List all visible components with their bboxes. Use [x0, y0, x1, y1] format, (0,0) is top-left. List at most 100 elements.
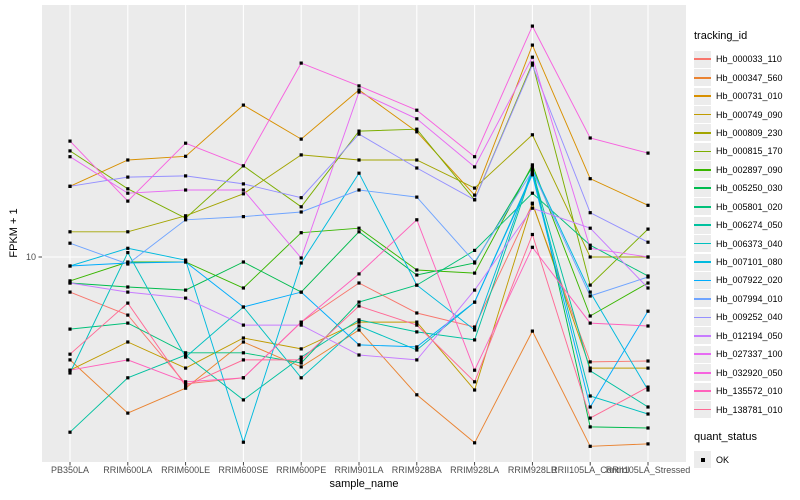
- data-point: [299, 365, 303, 369]
- x-tick-label: RRIM600LA: [103, 465, 153, 475]
- data-point: [299, 231, 303, 235]
- data-point: [68, 241, 72, 245]
- legend-key-line: [694, 242, 711, 245]
- data-point: [415, 195, 419, 199]
- x-axis-tick-labels: PB350LA RRIM600LA RRIM600LE RRIM600SE RRIM60…: [0, 465, 800, 479]
- legend-item-Hb_000347_560: Hb_000347_560: [694, 68, 798, 87]
- data-point: [530, 133, 534, 137]
- legend-key-swatch: [694, 216, 711, 234]
- legend-key-swatch: [694, 308, 711, 326]
- data-point: [241, 103, 245, 107]
- data-point: [530, 167, 534, 171]
- data-point: [530, 55, 534, 59]
- data-point: [126, 321, 130, 325]
- legend-item-Hb_005250_030: Hb_005250_030: [694, 179, 798, 197]
- data-point: [68, 352, 72, 356]
- legend-item-label: Hb_000815_170: [716, 146, 783, 157]
- legend-item-label: Hb_009252_040: [716, 312, 783, 323]
- legend-key-line: [694, 371, 711, 374]
- y-tick-label: 10: [25, 252, 36, 262]
- data-point: [357, 324, 361, 328]
- data-point: [473, 198, 477, 202]
- data-point: [184, 386, 188, 390]
- x-tick-label: RRIM928BA: [391, 465, 442, 475]
- data-point: [646, 426, 650, 430]
- legend-key-line: [694, 261, 711, 263]
- data-point: [415, 348, 419, 352]
- data-point: [646, 151, 650, 155]
- data-point: [184, 154, 188, 158]
- legend-key-line: [694, 353, 711, 356]
- data-point: [184, 214, 188, 218]
- data-point: [68, 327, 72, 331]
- legend-key-swatch: [694, 364, 711, 382]
- legend-key-line: [694, 76, 711, 79]
- legend-key-line: [694, 95, 711, 97]
- data-point: [68, 155, 72, 159]
- legend-item-Hb_007994_010: Hb_007994_010: [694, 290, 798, 308]
- data-point: [241, 164, 245, 168]
- data-point: [68, 279, 72, 283]
- data-point: [126, 251, 130, 255]
- data-point: [299, 261, 303, 265]
- data-point: [126, 290, 130, 294]
- legend-item-Hb_009252_040: Hb_009252_040: [694, 308, 798, 326]
- legend-items: Hb_000033_110 Hb_000347_560 Hb_000731_010 H…: [694, 50, 798, 419]
- legend-key-line: [694, 205, 711, 208]
- data-point: [415, 330, 419, 334]
- data-point: [415, 273, 419, 277]
- x-tick-label: PB350LA: [50, 465, 90, 475]
- data-point: [646, 275, 650, 279]
- data-point: [473, 288, 477, 292]
- data-point: [588, 255, 592, 259]
- data-point: [241, 215, 245, 219]
- legend-key-swatch: [694, 69, 711, 87]
- x-tick-label: RRIM600SE: [218, 465, 269, 475]
- data-point: [68, 149, 72, 153]
- data-point: [299, 137, 303, 141]
- data-point: [357, 88, 361, 92]
- legend-item-Hb_135572_010: Hb_135572_010: [694, 382, 798, 400]
- data-point: [299, 210, 303, 214]
- data-point: [530, 63, 534, 67]
- data-point: [184, 288, 188, 292]
- data-point: [588, 246, 592, 250]
- data-point: [646, 309, 650, 313]
- legend-key-line: [694, 390, 711, 392]
- data-point: [184, 258, 188, 262]
- data-point: [184, 355, 188, 359]
- legend-key-line: [694, 316, 711, 319]
- data-point: [184, 382, 188, 386]
- data-point: [473, 338, 477, 342]
- data-point: [184, 351, 188, 355]
- data-point: [184, 141, 188, 145]
- data-point: [530, 206, 534, 210]
- data-point: [357, 304, 361, 308]
- legend-item-label: Hb_005250_030: [716, 183, 783, 194]
- data-point: [241, 440, 245, 444]
- data-point: [588, 394, 592, 398]
- legend-item-Hb_007101_080: Hb_007101_080: [694, 253, 798, 271]
- x-tick-label: RRIM901LA: [334, 465, 384, 475]
- data-point: [299, 320, 303, 324]
- data-point: [357, 90, 361, 94]
- quant-status-items: OK: [694, 451, 798, 469]
- data-point: [184, 174, 188, 178]
- legend-key-line: [694, 334, 711, 337]
- data-point: [588, 136, 592, 140]
- legend-key-swatch: [694, 401, 711, 419]
- data-point: [184, 188, 188, 192]
- data-point: [646, 405, 650, 409]
- data-point: [646, 385, 650, 389]
- data-point: [357, 132, 361, 136]
- data-point: [299, 196, 303, 200]
- legend-item-label: Hb_007922_020: [716, 275, 783, 286]
- legend-key-line: [694, 298, 711, 300]
- data-point: [357, 353, 361, 357]
- legend-title-tracking-id: tracking_id: [694, 30, 748, 42]
- data-point: [588, 321, 592, 325]
- data-point: [126, 175, 130, 179]
- x-tick-label: RRIM928LA: [450, 465, 500, 475]
- x-tick-label: RRII105LA_Control: [551, 465, 630, 475]
- legend-item-Hb_000809_230: Hb_000809_230: [694, 124, 798, 142]
